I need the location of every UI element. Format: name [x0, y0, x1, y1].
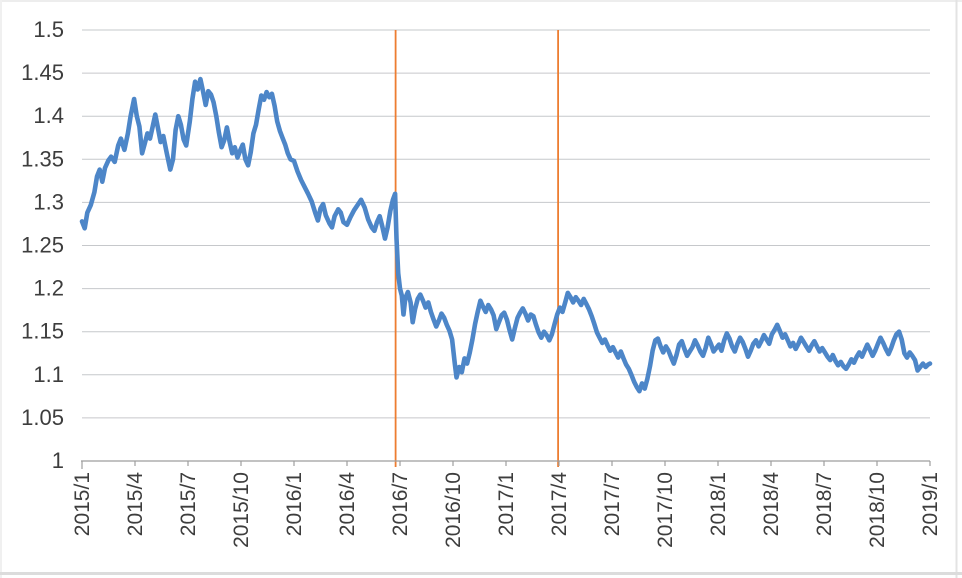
y-axis-label: 1.1: [33, 362, 64, 387]
y-axis-label: 1.5: [33, 17, 64, 42]
x-axis-label: 2015/1: [71, 472, 94, 536]
y-axis-label: 1: [52, 448, 64, 473]
x-axis-label: 2019/1: [919, 472, 942, 536]
x-axis-label: 2017/4: [548, 472, 571, 537]
x-axis-label: 2018/7: [813, 472, 836, 536]
x-axis-label: 2015/10: [230, 472, 253, 548]
x-axis-label: 2018/10: [866, 472, 889, 548]
x-axis-label: 2016/7: [389, 472, 412, 536]
x-axis-label: 2015/7: [177, 472, 200, 536]
y-axis-label: 1.05: [21, 405, 64, 430]
y-axis-label: 1.25: [21, 233, 64, 258]
x-axis: [81, 460, 931, 469]
x-axis-label: 2017/1: [495, 472, 518, 536]
series-line-exchange-rate: [79, 76, 933, 394]
x-axis-label: 2016/4: [336, 472, 359, 537]
y-axis-label: 1.2: [33, 276, 64, 301]
event-vlines: [394, 30, 559, 467]
x-axis-label: 2018/1: [707, 472, 730, 536]
y-axis-labels: 1.5 1.45 1.4 1.35 1.3 1.25 1.2 1.15 1.1 1.05 1: [21, 17, 64, 473]
x-axis-label: 2017/7: [601, 472, 624, 536]
x-axis-label: 2016/10: [442, 472, 465, 548]
x-axis-label: 2017/10: [654, 472, 677, 548]
y-axis-label: 1.45: [21, 60, 64, 85]
rate-line-series: [79, 76, 933, 394]
x-axis-label: 2015/4: [124, 472, 147, 537]
y-axis-label: 1.15: [21, 319, 64, 344]
y-axis-label: 1.35: [21, 146, 64, 171]
x-axis-label: 2016/1: [283, 472, 306, 536]
x-axis-label: 2018/4: [760, 472, 783, 537]
y-axis-label: 1.3: [33, 189, 64, 214]
x-axis-labels: 2015/1 2015/4 2015/7 2015/10 2016/1 2016/4 201…: [71, 472, 942, 548]
y-axis-label: 1.4: [33, 103, 64, 128]
